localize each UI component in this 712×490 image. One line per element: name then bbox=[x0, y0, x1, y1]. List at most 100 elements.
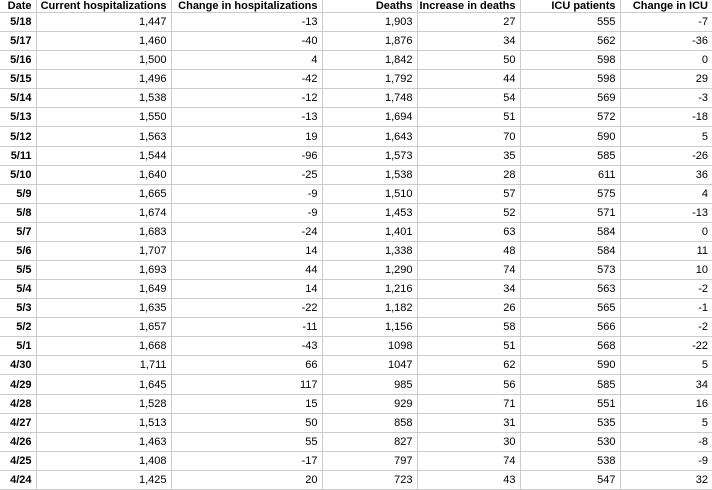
change_in_icu-cell[interactable]: -1 bbox=[620, 298, 712, 319]
deaths-cell[interactable]: 1,182 bbox=[322, 298, 418, 319]
change_in_hospitalizations-cell[interactable]: 14 bbox=[171, 279, 323, 300]
change_in_icu-cell[interactable]: -2 bbox=[620, 317, 712, 338]
deaths-cell[interactable]: 1,792 bbox=[322, 69, 418, 90]
change_in_icu-cell[interactable]: 32 bbox=[620, 470, 712, 490]
change_in_icu-cell[interactable]: 34 bbox=[620, 374, 712, 395]
increase_in_deaths-cell[interactable]: 54 bbox=[417, 88, 521, 109]
date-cell[interactable]: 5/15 bbox=[0, 69, 37, 90]
deaths-cell[interactable]: 723 bbox=[322, 470, 418, 490]
current_hospitalizations-cell[interactable]: 1,683 bbox=[36, 222, 172, 242]
change_in_icu-cell[interactable]: 0 bbox=[620, 222, 712, 242]
current_hospitalizations-cell[interactable]: 1,693 bbox=[36, 260, 172, 281]
increase_in_deaths-cell[interactable]: 35 bbox=[417, 146, 521, 166]
current_hospitalizations-cell[interactable]: 1,463 bbox=[36, 432, 172, 452]
increase_in_deaths-cell[interactable]: 48 bbox=[417, 241, 521, 262]
icu_patients-cell[interactable]: 568 bbox=[520, 336, 621, 357]
increase_in_deaths-cell[interactable]: 31 bbox=[417, 413, 521, 433]
date-cell[interactable]: 5/4 bbox=[0, 279, 37, 300]
increase_in_deaths-cell[interactable]: 74 bbox=[417, 451, 521, 471]
deaths-cell[interactable]: 1,216 bbox=[322, 279, 418, 300]
change_in_icu-cell[interactable]: -13 bbox=[620, 203, 712, 223]
icu_patients-cell[interactable]: 572 bbox=[520, 107, 621, 128]
change_in_icu-cell[interactable]: 5 bbox=[620, 126, 712, 147]
change_in_hospitalizations-cell[interactable]: -40 bbox=[171, 31, 323, 52]
change_in_hospitalizations-cell[interactable]: 44 bbox=[171, 260, 323, 281]
change_in_hospitalizations-cell[interactable]: -12 bbox=[171, 88, 323, 109]
change_in_hospitalizations-cell[interactable]: -13 bbox=[171, 107, 323, 128]
date-cell[interactable]: 5/18 bbox=[0, 12, 37, 33]
date-cell[interactable]: 5/12 bbox=[0, 126, 37, 147]
change_in_icu-cell[interactable]: -3 bbox=[620, 88, 712, 109]
change_in_icu-cell[interactable]: -26 bbox=[620, 146, 712, 166]
change_in_hospitalizations-cell[interactable]: 117 bbox=[171, 374, 323, 395]
date-cell[interactable]: 5/9 bbox=[0, 184, 37, 204]
increase_in_deaths-cell[interactable]: 56 bbox=[417, 374, 521, 395]
change_in_icu-cell[interactable]: -7 bbox=[620, 12, 712, 33]
change_in_hospitalizations-cell[interactable]: 66 bbox=[171, 355, 323, 376]
icu_patients-cell[interactable]: 565 bbox=[520, 298, 621, 319]
icu_patients-cell[interactable]: 585 bbox=[520, 146, 621, 166]
current_hospitalizations-cell[interactable]: 1,657 bbox=[36, 317, 172, 338]
date-cell[interactable]: 5/10 bbox=[0, 165, 37, 185]
date-cell[interactable]: 4/25 bbox=[0, 451, 37, 471]
change_in_hospitalizations-cell[interactable]: 14 bbox=[171, 241, 323, 262]
icu_patients-cell[interactable]: 590 bbox=[520, 355, 621, 376]
column-header-date[interactable]: Date bbox=[0, 0, 37, 13]
current_hospitalizations-cell[interactable]: 1,649 bbox=[36, 279, 172, 300]
current_hospitalizations-cell[interactable]: 1,668 bbox=[36, 336, 172, 357]
date-cell[interactable]: 5/3 bbox=[0, 298, 37, 319]
column-header-change-in-hospitalizations[interactable]: Change in hospitalizations bbox=[171, 0, 323, 13]
current_hospitalizations-cell[interactable]: 1,707 bbox=[36, 241, 172, 262]
change_in_hospitalizations-cell[interactable]: 20 bbox=[171, 470, 323, 490]
icu_patients-cell[interactable]: 575 bbox=[520, 184, 621, 204]
current_hospitalizations-cell[interactable]: 1,711 bbox=[36, 355, 172, 376]
change_in_icu-cell[interactable]: -9 bbox=[620, 451, 712, 471]
deaths-cell[interactable]: 1098 bbox=[322, 336, 418, 357]
change_in_icu-cell[interactable]: -22 bbox=[620, 336, 712, 357]
deaths-cell[interactable]: 929 bbox=[322, 394, 418, 414]
increase_in_deaths-cell[interactable]: 57 bbox=[417, 184, 521, 204]
deaths-cell[interactable]: 1,338 bbox=[322, 241, 418, 262]
deaths-cell[interactable]: 1,510 bbox=[322, 184, 418, 204]
current_hospitalizations-cell[interactable]: 1,538 bbox=[36, 88, 172, 109]
deaths-cell[interactable]: 858 bbox=[322, 413, 418, 433]
change_in_hospitalizations-cell[interactable]: -43 bbox=[171, 336, 323, 357]
increase_in_deaths-cell[interactable]: 62 bbox=[417, 355, 521, 376]
increase_in_deaths-cell[interactable]: 27 bbox=[417, 12, 521, 33]
date-cell[interactable]: 5/6 bbox=[0, 241, 37, 262]
icu_patients-cell[interactable]: 530 bbox=[520, 432, 621, 452]
change_in_icu-cell[interactable]: 29 bbox=[620, 69, 712, 90]
column-header-deaths[interactable]: Deaths bbox=[322, 0, 418, 13]
icu_patients-cell[interactable]: 590 bbox=[520, 126, 621, 147]
date-cell[interactable]: 5/5 bbox=[0, 260, 37, 281]
change_in_icu-cell[interactable]: -36 bbox=[620, 31, 712, 52]
icu_patients-cell[interactable]: 611 bbox=[520, 165, 621, 185]
increase_in_deaths-cell[interactable]: 71 bbox=[417, 394, 521, 414]
icu_patients-cell[interactable]: 571 bbox=[520, 203, 621, 223]
change_in_hospitalizations-cell[interactable]: 15 bbox=[171, 394, 323, 414]
current_hospitalizations-cell[interactable]: 1,447 bbox=[36, 12, 172, 33]
deaths-cell[interactable]: 1,643 bbox=[322, 126, 418, 147]
change_in_hospitalizations-cell[interactable]: 55 bbox=[171, 432, 323, 452]
change_in_hospitalizations-cell[interactable]: -24 bbox=[171, 222, 323, 242]
current_hospitalizations-cell[interactable]: 1,563 bbox=[36, 126, 172, 147]
date-cell[interactable]: 5/1 bbox=[0, 336, 37, 357]
date-cell[interactable]: 5/16 bbox=[0, 50, 37, 71]
column-header-change-in-icu[interactable]: Change in ICU bbox=[620, 0, 712, 13]
icu_patients-cell[interactable]: 555 bbox=[520, 12, 621, 33]
change_in_hospitalizations-cell[interactable]: 50 bbox=[171, 413, 323, 433]
increase_in_deaths-cell[interactable]: 34 bbox=[417, 279, 521, 300]
date-cell[interactable]: 4/26 bbox=[0, 432, 37, 452]
icu_patients-cell[interactable]: 585 bbox=[520, 374, 621, 395]
change_in_hospitalizations-cell[interactable]: -11 bbox=[171, 317, 323, 338]
icu_patients-cell[interactable]: 551 bbox=[520, 394, 621, 414]
date-cell[interactable]: 4/29 bbox=[0, 374, 37, 395]
icu_patients-cell[interactable]: 569 bbox=[520, 88, 621, 109]
increase_in_deaths-cell[interactable]: 43 bbox=[417, 470, 521, 490]
current_hospitalizations-cell[interactable]: 1,645 bbox=[36, 374, 172, 395]
current_hospitalizations-cell[interactable]: 1,640 bbox=[36, 165, 172, 185]
change_in_icu-cell[interactable]: 36 bbox=[620, 165, 712, 185]
increase_in_deaths-cell[interactable]: 26 bbox=[417, 298, 521, 319]
deaths-cell[interactable]: 1,156 bbox=[322, 317, 418, 338]
change_in_hospitalizations-cell[interactable]: -17 bbox=[171, 451, 323, 471]
